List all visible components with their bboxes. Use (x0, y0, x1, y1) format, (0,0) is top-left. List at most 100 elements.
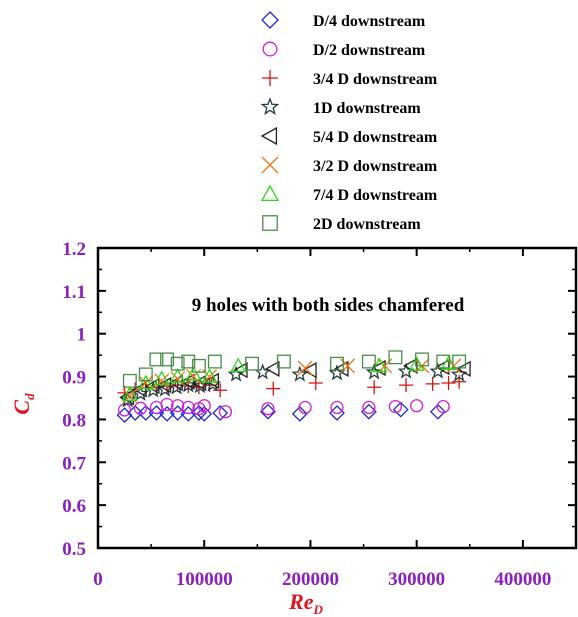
data-point-diamond (360, 403, 377, 420)
data-point-triangle-up (137, 374, 154, 390)
data-point-circle (436, 399, 450, 414)
axis-ticks (97, 247, 576, 549)
x-tick-label: 0 (93, 569, 103, 590)
data-point-square (452, 354, 467, 369)
data-point-diamond (260, 403, 276, 420)
y-tick-label: 1.2 (62, 239, 86, 260)
data-point-circle (410, 399, 424, 413)
data-point-plus (213, 383, 228, 398)
data-point-star (291, 365, 309, 382)
data-point-cross (138, 375, 154, 391)
data-point-triangle-up (408, 356, 425, 371)
legend-label: 3/2 D downstream (313, 158, 438, 175)
data-point-triangle-up (185, 366, 202, 381)
y-axis-label-subscript: d (22, 393, 37, 400)
y-tick-label: 1.1 (62, 282, 86, 303)
legend-label: 7/4 D downstream (313, 187, 438, 204)
data-point-diamond (392, 401, 409, 418)
legend: D/4 downstream D/2 downstream 3/4 D downst… (260, 11, 438, 233)
data-point-triangle-left (434, 359, 450, 376)
data-point-triangle-up (230, 357, 247, 373)
data-point-circle (298, 400, 312, 415)
data-point-cross (154, 373, 170, 389)
legend-marker-star (260, 97, 280, 115)
legend-marker-square (262, 215, 278, 231)
data-point-triangle-left (456, 360, 471, 377)
data-point-triangle-up (371, 357, 388, 373)
x-tick-label: 300000 (388, 569, 445, 590)
data-point-triangle-up (169, 368, 186, 383)
legend-label: D/2 downstream (313, 42, 426, 59)
data-point-plus (266, 381, 281, 396)
data-point-square (149, 352, 164, 367)
data-point-triangle-up (153, 370, 170, 385)
data-point-square (388, 350, 403, 365)
data-point-square (181, 354, 196, 369)
data-point-circle (261, 402, 275, 416)
data-point-circle (388, 399, 403, 414)
y-tick-label: 0.9 (62, 368, 86, 389)
plot-frame (96, 246, 578, 550)
data-point-circle (133, 401, 148, 415)
legend-label: D/4 downstream (313, 13, 426, 30)
legend-marker-circle (262, 41, 278, 57)
data-point-triangle-left (264, 360, 280, 377)
data-point-circle (218, 405, 233, 419)
data-point-plus (441, 376, 456, 390)
x-tick-label: 200000 (282, 569, 339, 590)
x-tick-label: 100000 (176, 569, 233, 590)
data-point-diamond (196, 405, 213, 422)
data-point-square (138, 367, 153, 382)
data-point-plus (399, 378, 414, 393)
data-point-circle (330, 400, 344, 415)
data-point-square (170, 356, 185, 371)
data-point-triangle-left (204, 372, 219, 389)
x-tick-label: 400000 (494, 569, 551, 590)
x-tick-labels: 0 100000 200000 300000 400000 (93, 569, 551, 590)
data-point-square (245, 356, 259, 371)
legend-marker-triangle-up (260, 184, 280, 202)
y-tick-label: 0.5 (62, 539, 86, 560)
legend-label: 3/4 D downstream (313, 71, 438, 88)
data-point-cross (170, 371, 186, 387)
data-point-square (361, 354, 376, 369)
data-point-diamond (429, 403, 446, 420)
data-point-diamond (169, 405, 186, 421)
data-point-triangle-up (201, 368, 218, 383)
data-point-circle (362, 400, 376, 415)
data-point-star (365, 363, 383, 380)
legend-marker-plus (262, 70, 278, 86)
chart-annotation: 9 holes with both sides chamfered (192, 295, 465, 316)
data-point-triangle-up (440, 355, 457, 370)
y-tick-label: 0.8 (62, 410, 86, 431)
data-point-triangle-up (121, 386, 138, 401)
y-axis-label-main: C (9, 400, 34, 415)
data-point-circle (160, 397, 174, 412)
y-tick-labels: 0.5 0.6 0.7 0.8 0.9 1 1.1 1.2 (62, 239, 86, 560)
data-point-square (330, 356, 344, 371)
data-point-circle (197, 399, 211, 413)
legend-label: 2D downstream (313, 216, 421, 233)
legend-marker-diamond (261, 11, 279, 29)
data-point-square (415, 352, 429, 367)
data-point-square (207, 354, 222, 369)
data-point-square (122, 373, 137, 388)
data-point-diamond (137, 405, 154, 421)
y-tick-label: 1 (77, 325, 87, 346)
data-point-diamond (190, 405, 207, 421)
data-point-plus (425, 376, 440, 391)
y-tick-label: 0.6 (62, 496, 86, 517)
y-tick-label: 0.7 (62, 453, 86, 474)
x-axis-label-subscript: D (313, 602, 324, 617)
data-point-triangle-left (302, 362, 317, 379)
legend-label: 5/4 D downstream (313, 129, 438, 146)
x-axis-label: ReD (288, 589, 323, 617)
data-point-square (276, 354, 291, 369)
y-axis-label: Cd (9, 393, 37, 415)
data-point-square (436, 354, 451, 369)
data-marks (116, 350, 471, 424)
legend-marker-cross (261, 156, 279, 174)
data-point-circle (171, 399, 185, 413)
data-point-diamond (212, 405, 229, 421)
